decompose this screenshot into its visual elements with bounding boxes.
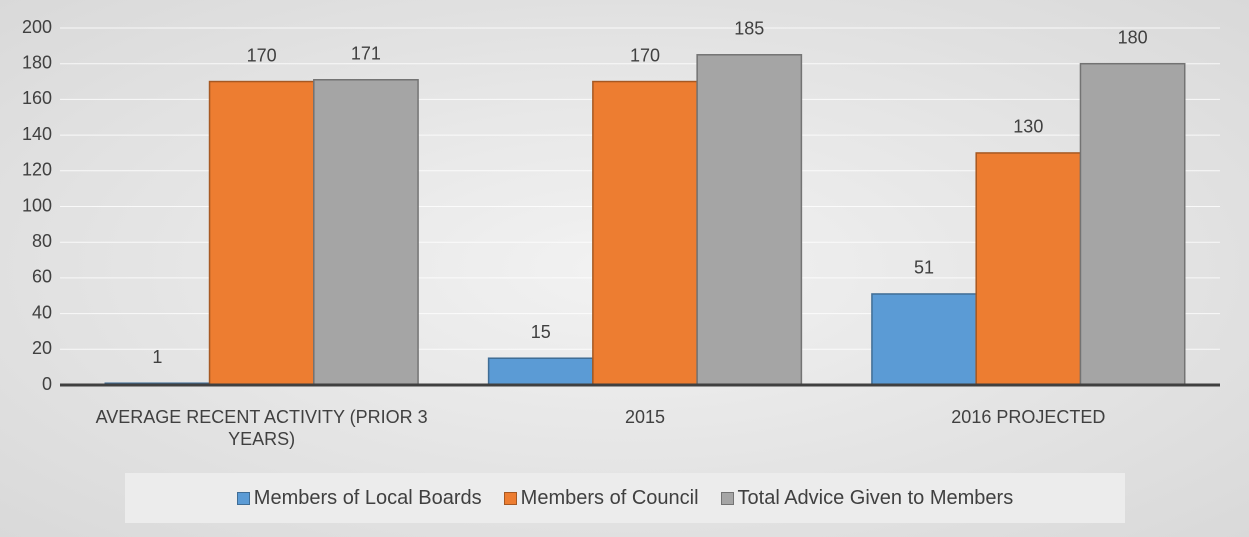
bar bbox=[487, 357, 594, 386]
y-tick-label: 180 bbox=[22, 52, 52, 72]
y-tick-label: 0 bbox=[42, 374, 52, 394]
y-tick-label: 140 bbox=[22, 124, 52, 144]
x-tick-label: 2016 PROJECTED bbox=[951, 407, 1106, 427]
bar bbox=[871, 293, 977, 386]
data-label: 51 bbox=[914, 258, 934, 278]
y-tick-label: 200 bbox=[22, 17, 52, 37]
data-label: 130 bbox=[1013, 117, 1043, 137]
bar bbox=[592, 80, 698, 386]
legend-item: Total Advice Given to Members bbox=[720, 486, 1014, 510]
x-tick-label: 2015 bbox=[624, 407, 666, 427]
legend-swatch bbox=[503, 491, 517, 505]
data-label: 15 bbox=[531, 322, 551, 342]
data-label: 170 bbox=[630, 45, 660, 65]
legend-label: Members of Council bbox=[520, 486, 699, 509]
data-label: 180 bbox=[1118, 27, 1148, 47]
legend-label: Total Advice Given to Members bbox=[737, 486, 1014, 509]
legend: Members of Local Boards Members of Counci… bbox=[125, 473, 1125, 523]
legend-item: Members of Council bbox=[503, 486, 699, 510]
y-tick-label: 40 bbox=[32, 302, 52, 322]
data-label: 1 bbox=[152, 347, 162, 367]
bar bbox=[1079, 62, 1186, 386]
y-tick-label: 100 bbox=[22, 195, 52, 215]
bar bbox=[696, 54, 803, 386]
y-tick-label: 60 bbox=[32, 267, 52, 287]
y-tick-label: 160 bbox=[22, 88, 52, 108]
legend-swatch bbox=[720, 491, 734, 505]
legend-item: Members of Local Boards bbox=[236, 486, 482, 510]
data-label: 170 bbox=[247, 45, 277, 65]
data-label: 171 bbox=[351, 44, 381, 64]
x-tick-label: AVERAGE RECENT ACTIVITY (PRIOR 3 YEARS) bbox=[95, 407, 428, 449]
legend-swatch bbox=[236, 491, 250, 505]
y-tick-label: 80 bbox=[32, 231, 52, 251]
bar bbox=[313, 79, 419, 386]
y-tick-label: 120 bbox=[22, 160, 52, 180]
bar bbox=[208, 80, 315, 386]
y-tick-label: 20 bbox=[32, 338, 52, 358]
data-label: 185 bbox=[734, 19, 764, 39]
legend-label: Members of Local Boards bbox=[253, 486, 482, 509]
bar bbox=[975, 152, 1082, 386]
